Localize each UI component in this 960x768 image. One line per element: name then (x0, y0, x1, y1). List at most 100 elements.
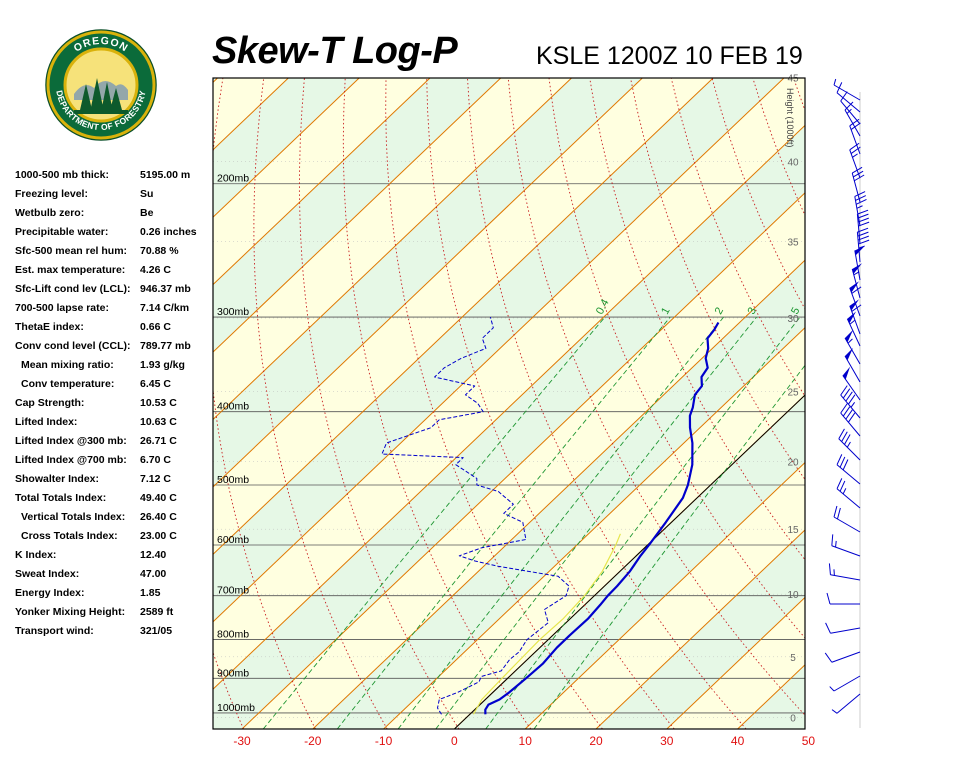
index-row: Yonker Mixing Height: 2589 ft (15, 603, 215, 622)
dry-adiabat-line (793, 78, 805, 112)
index-label: Freezing level: (15, 188, 88, 200)
index-row: K Index: 12.40 (15, 546, 215, 565)
index-value: 26.71 C (140, 435, 177, 447)
index-row: Est. max temperature: 4.26 C (15, 261, 215, 280)
isotherm-line (213, 78, 431, 286)
wind-barb (836, 82, 861, 113)
index-label: Energy Index: (15, 587, 85, 599)
dry-adiabat-line (213, 78, 316, 729)
wind-barb (851, 166, 865, 203)
wind-barb (844, 329, 861, 365)
index-value: 6.70 C (140, 454, 171, 466)
index-label: Sfc-500 mean rel hum: (15, 245, 128, 257)
isotherm-line (524, 461, 805, 729)
pressure-tick-label: 300mb (217, 306, 249, 318)
dry-adiabat-line (426, 78, 675, 729)
index-label: Sfc-Lift cond lev (LCL): (15, 283, 131, 295)
isotherm-line (213, 78, 785, 623)
isotherm-line (241, 192, 805, 729)
index-row: Transport wind: 321/05 (15, 622, 215, 641)
index-value: 946.37 mb (140, 283, 191, 295)
temperature-band (213, 125, 805, 729)
temperature-tick-label: 20 (589, 734, 603, 748)
mixing-ratio-label: 8 (831, 305, 844, 316)
wind-barb (849, 118, 861, 155)
wind-barb (840, 403, 861, 437)
pressure-tick-label: 900mb (217, 667, 249, 679)
index-value: 70.88 % (140, 245, 179, 257)
wind-barb (849, 281, 862, 317)
height-tick-label: 5 (790, 653, 796, 664)
temperature-band (808, 78, 960, 729)
sounding-series-2 (472, 533, 621, 715)
index-label: Yonker Mixing Height: (15, 606, 126, 618)
index-label: Vertical Totals Index: (21, 511, 126, 523)
temperature-tick-label: 40 (731, 734, 745, 748)
pressure-tick-label: 400mb (217, 401, 249, 413)
wind-barb (833, 505, 861, 533)
index-row: 700-500 lapse rate: 7.14 C/km (15, 299, 215, 318)
index-value: 1.93 g/kg (140, 359, 185, 371)
wind-barb (854, 245, 866, 281)
index-label: 1000-500 mb thick: (15, 169, 109, 181)
index-row: Sfc-Lift cond lev (LCL): 946.37 mb (15, 280, 215, 299)
pressure-tick-label: 1000mb (217, 702, 255, 714)
wind-barb (831, 693, 861, 714)
station-time-label: KSLE 1200Z 10 FEB 19 (536, 42, 803, 70)
dry-adiabat-line (298, 78, 460, 729)
index-row: Conv temperature: 6.45 C (15, 375, 215, 394)
index-row: 1000-500 mb thick: 5195.00 m (15, 166, 215, 185)
index-row: Lifted Index @300 mb: 26.71 C (15, 432, 215, 451)
wind-barb (836, 478, 861, 509)
index-label: Showalter Index: (15, 473, 100, 485)
pressure-tick-label: 200mb (217, 173, 249, 185)
index-label: 700-500 lapse rate: (15, 302, 109, 314)
wind-barb (840, 91, 861, 125)
index-value: 47.00 (140, 568, 167, 580)
index-label: K Index: (15, 549, 57, 561)
index-value: 12.40 (140, 549, 167, 561)
height-tick-label: 35 (787, 238, 799, 249)
wind-barb (840, 385, 861, 419)
dry-adiabat-line (106, 78, 172, 729)
sounding-series-1 (381, 316, 570, 715)
index-value: 2589 ft (140, 606, 174, 618)
index-value: 4.26 C (140, 264, 171, 276)
wind-barb (833, 78, 861, 101)
dry-adiabat-line (507, 78, 805, 716)
index-value: 7.12 C (140, 473, 171, 485)
index-value: 26.40 C (140, 511, 177, 523)
mixing-ratio-line (533, 364, 805, 729)
index-row: Energy Index: 1.85 (15, 584, 215, 603)
height-axis-title: Height (1000ft) (785, 88, 795, 148)
index-row: Lifted Index @700 mb: 6.70 C (15, 451, 215, 470)
dry-adiabat-grid (106, 78, 960, 729)
index-row: Conv cond level (CCL): 789.77 mb (15, 337, 215, 356)
index-label: Transport wind: (15, 625, 94, 637)
wind-barb (828, 563, 861, 581)
index-value: 5195.00 m (140, 169, 191, 181)
index-value: 23.00 C (140, 530, 177, 542)
pressure-tick-label: 700mb (217, 585, 249, 597)
index-value: 7.14 C/km (140, 302, 190, 314)
index-row: Lifted Index: 10.63 C (15, 413, 215, 432)
temperature-tick-label: -30 (233, 734, 251, 748)
isotherm-line (213, 78, 218, 84)
dry-adiabat-line (957, 78, 960, 729)
height-tick-label: 15 (787, 525, 799, 536)
index-row: Sweat Index: 47.00 (15, 565, 215, 584)
height-tick-label: 20 (787, 458, 799, 469)
isobar-grid (213, 161, 805, 718)
wind-barb (824, 651, 861, 663)
wind-barb (854, 191, 867, 227)
wind-barb (846, 311, 861, 347)
wind-barb (831, 534, 861, 557)
isotherm-line (595, 529, 805, 729)
pressure-tick-label: 800mb (217, 629, 249, 641)
sounding-series-0 (484, 321, 720, 715)
mixing-ratio-line (397, 316, 724, 729)
index-label: Cross Totals Index: (21, 530, 118, 542)
index-row: Wetbulb zero: Be (15, 204, 215, 223)
index-label: Lifted Index @300 mb: (15, 435, 127, 447)
